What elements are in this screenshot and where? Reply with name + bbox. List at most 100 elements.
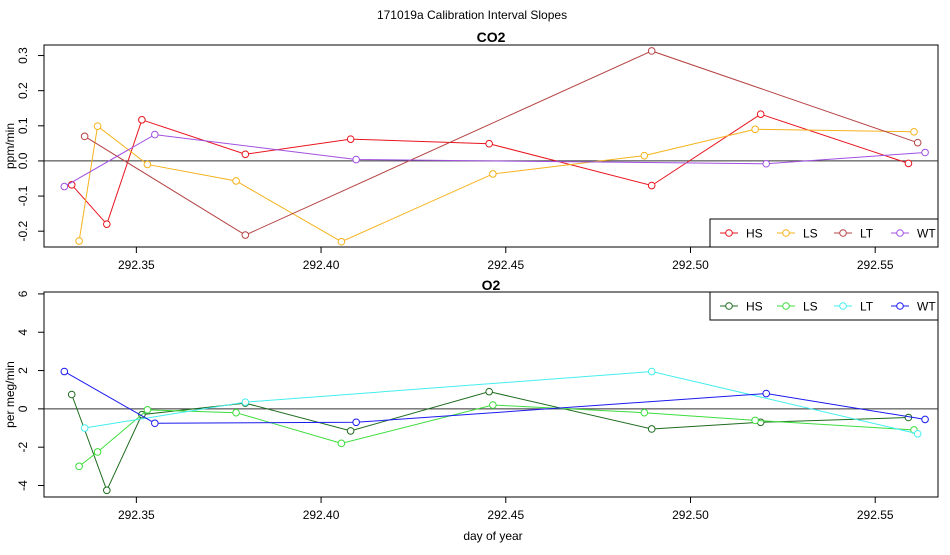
data-point <box>640 151 649 160</box>
data-point <box>913 138 922 147</box>
series-lt <box>80 47 922 239</box>
data-point <box>921 415 929 424</box>
chart-panel-o2: O2 per meg/min day of year -4 -2 0 2 4 6 292.35 29… <box>3 277 939 543</box>
legend-label-hs: HS <box>746 300 763 314</box>
data-point <box>75 462 83 471</box>
series-line-lt <box>84 371 918 435</box>
data-point <box>232 408 240 417</box>
y-tick-label: 0.1 <box>16 117 30 134</box>
x-tick-label: 292.55 <box>857 258 894 272</box>
y-tick-label: 0.2 <box>16 82 30 99</box>
legend: HS LS LT WT <box>709 218 939 248</box>
data-point <box>93 448 102 456</box>
data-point <box>762 389 771 398</box>
legend-label-wt: WT <box>917 227 936 241</box>
legend-swatch-marker <box>896 302 904 310</box>
data-point <box>904 159 913 168</box>
data-point <box>647 181 656 190</box>
y-axis-label: ppm/min <box>3 123 17 169</box>
data-point <box>921 148 929 157</box>
data-point <box>80 132 89 141</box>
legend-label-wt: WT <box>917 300 936 314</box>
x-tick-label: 292.50 <box>672 508 709 522</box>
data-point <box>346 135 355 143</box>
data-point <box>75 237 83 245</box>
data-point <box>647 367 656 376</box>
data-point <box>241 150 250 159</box>
y-tick-label: 0 <box>16 405 30 412</box>
data-point <box>756 110 765 119</box>
x-tick-label: 292.45 <box>487 508 524 522</box>
legend-swatch-marker <box>896 229 904 237</box>
chart-panel-co2: CO2 ppm/min -0.2 -0.1 0.0 0.1 0.2 0.3 292.35 292.… <box>3 29 939 272</box>
x-tick-label: 292.50 <box>672 258 709 272</box>
data-point <box>143 160 152 169</box>
x-tick-label: 292.55 <box>857 508 894 522</box>
series-line-lt <box>84 50 918 236</box>
y-tick-label: -0.2 <box>16 221 30 242</box>
y-tick-label: 4 <box>16 329 30 336</box>
data-point <box>241 231 250 239</box>
legend-label-ls: LS <box>803 227 818 241</box>
legend-swatch-marker <box>725 302 733 310</box>
data-point <box>151 419 159 428</box>
x-axis-label: day of year <box>463 529 522 543</box>
data-point <box>67 390 76 399</box>
data-point <box>352 155 360 164</box>
data-point <box>352 418 360 427</box>
series-ls <box>75 401 918 471</box>
data-point <box>762 159 771 168</box>
data-point <box>751 416 759 425</box>
legend-label-hs: HS <box>746 227 763 241</box>
data-point <box>60 367 69 376</box>
data-point <box>640 408 649 417</box>
data-point <box>910 127 918 136</box>
data-point <box>241 398 250 406</box>
series-line-wt <box>64 371 926 424</box>
series-lt <box>80 367 922 438</box>
y-tick-label: 0.3 <box>16 47 30 64</box>
data-point <box>751 125 759 134</box>
legend-swatch-marker <box>782 302 790 310</box>
series-hs <box>67 110 913 228</box>
y-axis-label: per meg/min <box>3 361 17 428</box>
legend-swatch-marker <box>782 229 790 237</box>
series-line-hs <box>71 113 909 226</box>
plot-frame <box>43 291 939 498</box>
data-point <box>485 139 493 148</box>
data-point <box>647 47 656 55</box>
panel-title: O2 <box>482 277 501 293</box>
data-point <box>337 237 346 246</box>
legend-label-lt: LT <box>860 227 874 241</box>
data-point <box>80 424 89 432</box>
figure-title: 171019a Calibration Interval Slopes <box>377 8 567 22</box>
data-point <box>346 427 355 435</box>
data-point <box>103 220 111 228</box>
data-point <box>485 387 493 396</box>
y-tick-label: -0.1 <box>16 185 30 206</box>
x-tick-label: 292.35 <box>118 258 155 272</box>
data-point <box>913 429 922 438</box>
data-point <box>489 401 497 409</box>
y-tick-label: 0.0 <box>16 152 30 169</box>
plot-frame <box>43 44 939 248</box>
data-point <box>138 116 146 124</box>
legend-swatch-marker <box>725 229 733 237</box>
y-tick-label: -4 <box>16 480 30 491</box>
y-tick-label: -2 <box>16 442 30 453</box>
series-ls <box>75 122 918 246</box>
panel-title: CO2 <box>477 29 506 45</box>
data-point <box>647 425 656 433</box>
data-point <box>151 130 159 139</box>
data-point <box>60 182 69 191</box>
data-point <box>93 122 102 130</box>
legend-label-lt: LT <box>860 300 874 314</box>
x-tick-label: 292.40 <box>303 508 340 522</box>
series-wt <box>60 130 929 191</box>
x-tick-label: 292.45 <box>487 258 524 272</box>
data-point <box>103 486 111 495</box>
y-tick-label: 2 <box>16 367 30 374</box>
series-wt <box>60 367 929 428</box>
